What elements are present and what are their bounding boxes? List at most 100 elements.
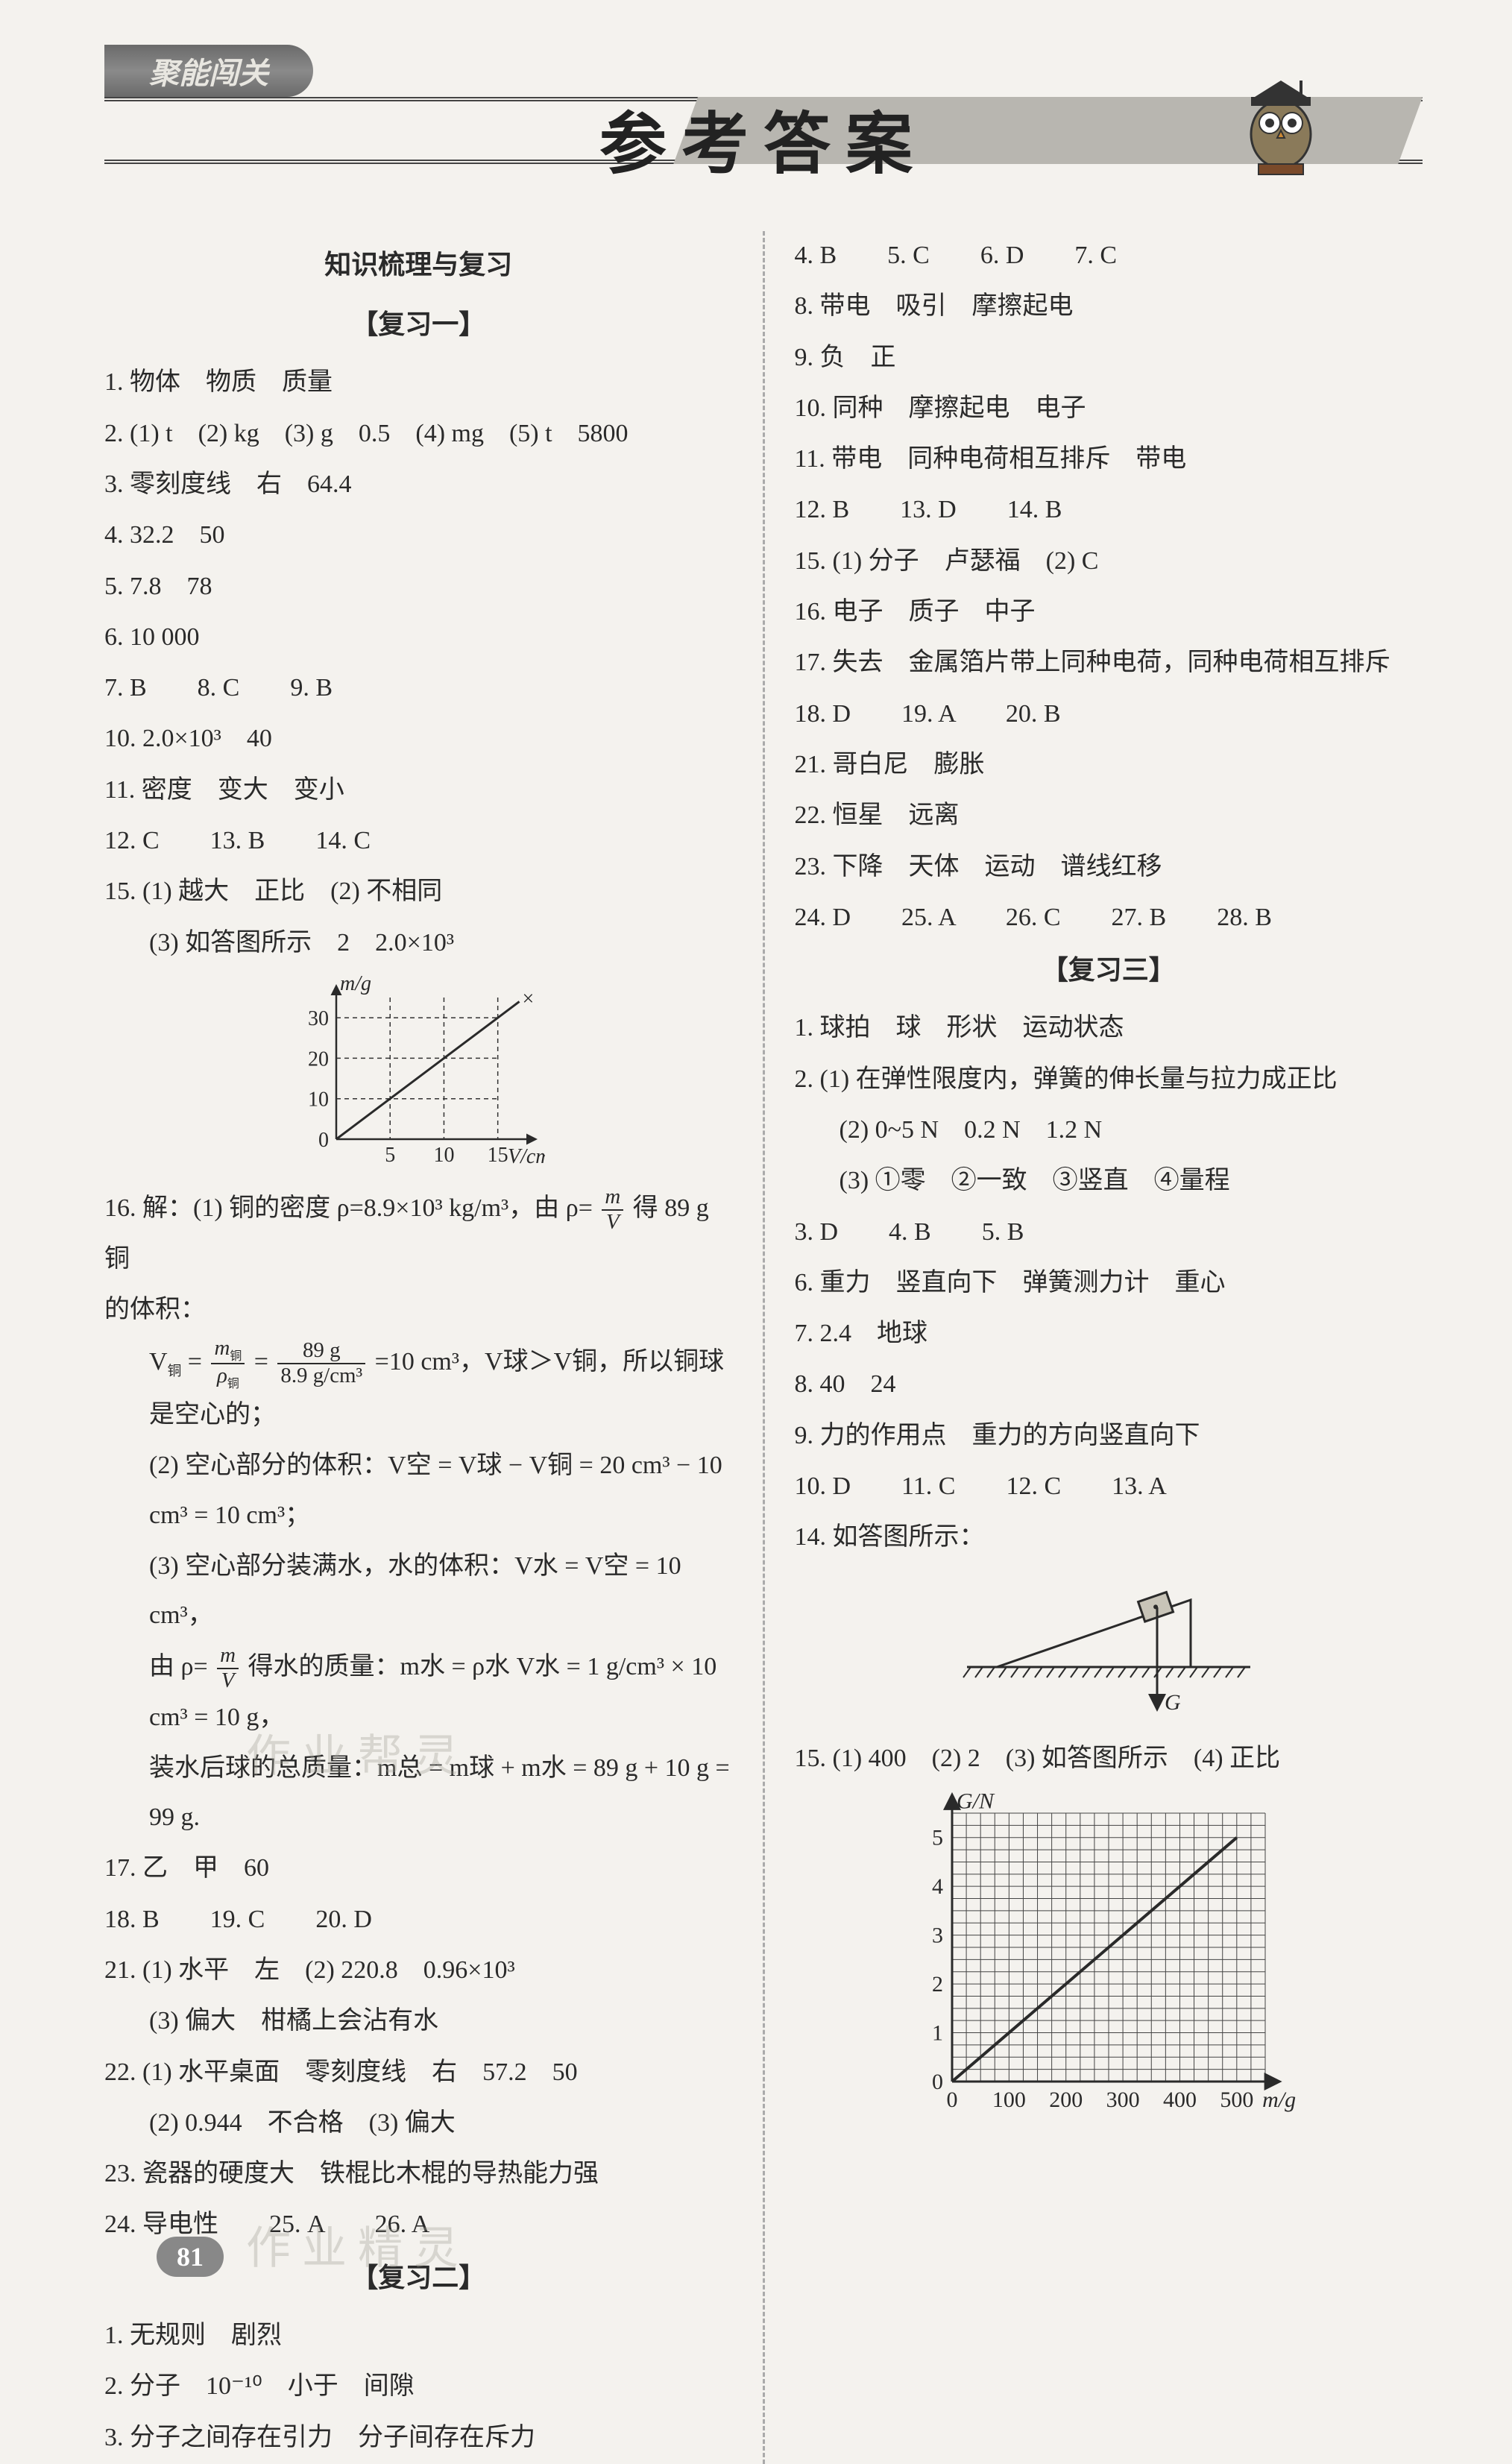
svg-text:10: 10 (434, 1144, 455, 1167)
page-title: 参考答案 (599, 89, 927, 186)
answer-item: 12. B 13. D 14. B (795, 485, 1423, 535)
answer-item: 14. 如答图所示： (795, 1513, 1423, 1562)
answer-item: 23. 下降 天体 运动 谱线红移 (795, 842, 1423, 892)
answer-item: 10. 2.0×10³ 40 (104, 714, 733, 763)
svg-text:G: G (1165, 1690, 1181, 1715)
answer-item: 18. D 19. A 20. B (795, 690, 1423, 739)
svg-text:500: 500 (1220, 2088, 1253, 2112)
q16-text: 16. 解：(1) 铜的密度 ρ=8.9×10³ kg/m³，由 ρ= (104, 1194, 593, 1222)
answer-item: 21. (1) 水平 左 (2) 220.8 0.96×10³ (104, 1946, 733, 1995)
answer-item: 7. 2.4 地球 (795, 1309, 1423, 1358)
answer-item: 1. 球拍 球 形状 运动状态 (795, 1003, 1423, 1053)
svg-text:G/N: G/N (957, 1791, 995, 1813)
answer-item: 4. 32.2 50 (104, 511, 733, 560)
answer-item: 6. 10 000 (104, 613, 733, 662)
answer-item: 10. D 11. C 12. C 13. A (795, 1462, 1423, 1511)
answer-item: 6. 重力 竖直向下 弹簧测力计 重心 (795, 1258, 1423, 1308)
answer-item: 由 ρ= mV 得水的质量：m水 = ρ水 V水 = 1 g/cm³ × 10 … (104, 1642, 733, 1742)
answer-item: 5. 7.8 78 (104, 562, 733, 611)
sub-title-1: 【复习一】 (104, 298, 733, 350)
answer-item: (3) 如答图所示 2 2.0×10³ (104, 919, 733, 968)
answer-item: 24. D 25. A 26. C 27. B 28. B (795, 893, 1423, 942)
svg-text:0: 0 (946, 2088, 957, 2112)
answer-item: 2. (1) t (2) kg (3) g 0.5 (4) mg (5) t 5… (104, 409, 733, 459)
svg-text:300: 300 (1106, 2088, 1139, 2112)
answer-item: 15. (1) 分子 卢瑟福 (2) C (795, 537, 1423, 586)
answer-item: 15. (1) 400 (2) 2 (3) 如答图所示 (4) 正比 (795, 1734, 1423, 1783)
header-banner: 聚能闯关 (104, 45, 313, 97)
content-columns: 知识梳理与复习 【复习一】 1. 物体 物质 质量 2. (1) t (2) k… (104, 231, 1423, 2464)
answer-item: 8. 40 24 (795, 1360, 1423, 1409)
svg-text:20: 20 (308, 1047, 329, 1071)
answer-item: 23. 瓷器的硬度大 铁棍比木棍的导热能力强 (104, 2149, 733, 2199)
svg-text:4: 4 (932, 1874, 943, 1899)
formula: V铜 = (149, 1348, 208, 1376)
section-title: 知识梳理与复习 (104, 239, 733, 291)
answer-item: 10. 同种 摩擦起电 电子 (795, 384, 1423, 433)
answer-item: 22. (1) 水平桌面 零刻度线 右 57.2 50 (104, 2048, 733, 2097)
answer-item: 21. 哥白尼 膨胀 (795, 740, 1423, 790)
answer-item: 7. B 8. C 9. B (104, 664, 733, 713)
svg-text:100: 100 (992, 2088, 1026, 2112)
answer-item: (2) 0.944 不合格 (3) 偏大 (104, 2099, 733, 2148)
answer-item: (3) ①零 ②一致 ③竖直 ④量程 (795, 1156, 1423, 1206)
svg-text:15: 15 (488, 1144, 508, 1167)
answer-item: 1. 物体 物质 质量 (104, 358, 733, 407)
answer-item: 9. 力的作用点 重力的方向竖直向下 (795, 1411, 1423, 1461)
svg-text:m/g: m/g (340, 975, 371, 995)
svg-text:200: 200 (1049, 2088, 1083, 2112)
svg-text:1: 1 (932, 2020, 943, 2045)
fraction: mV (217, 1644, 239, 1693)
svg-text:400: 400 (1163, 2088, 1197, 2112)
answer-item: 装水后球的总质量：m总 = m球 + m水 = 89 g + 10 g = 99… (104, 1744, 733, 1843)
chart-2: 0 100 200 300 400 500 0 1 2 3 4 5 G/N m/g (795, 1791, 1423, 2119)
left-column: 知识梳理与复习 【复习一】 1. 物体 物质 质量 2. (1) t (2) k… (104, 231, 733, 2464)
answer-item: 16. 解：(1) 铜的密度 ρ=8.9×10³ kg/m³，由 ρ= mV 得… (104, 1184, 733, 1284)
page-number: 81 (157, 2237, 224, 2277)
owl-mascot-icon (1229, 75, 1333, 183)
sub-title-3: 【复习三】 (795, 944, 1423, 996)
answer-item: (3) 偏大 柑橘上会沾有水 (104, 1997, 733, 2046)
answer-item: 2. (1) 在弹性限度内，弹簧的伸长量与拉力成正比 (795, 1055, 1423, 1104)
answer-item: 3. 分子之间存在引力 分子间存在斥力 (104, 2413, 733, 2463)
answer-item: 4. B 5. C 6. D 7. C (795, 231, 1423, 280)
svg-text:5: 5 (385, 1144, 395, 1167)
page-header: 聚能闯关 参考答案 (104, 45, 1423, 209)
answer-item: 2. 分子 10⁻¹⁰ 小于 间隙 (104, 2362, 733, 2411)
column-divider (763, 231, 765, 2464)
answer-item: 15. (1) 越大 正比 (2) 不相同 (104, 867, 733, 916)
answer-item: 16. 电子 质子 中子 (795, 587, 1423, 637)
fraction: mV (602, 1185, 623, 1235)
svg-text:2: 2 (932, 1972, 943, 1997)
answer-item: 的体积： (104, 1285, 733, 1335)
answer-item: 9. 负 正 (795, 333, 1423, 382)
svg-text:5: 5 (932, 1826, 943, 1850)
svg-text:3: 3 (932, 1923, 943, 1948)
answer-item: (2) 0~5 N 0.2 N 1.2 N (795, 1106, 1423, 1155)
answer-item: (3) 空心部分装满水，水的体积：V水 = V空 = 10 cm³， (104, 1542, 733, 1641)
svg-text:10: 10 (308, 1088, 329, 1112)
answer-item: 22. 恒星 远离 (795, 791, 1423, 840)
physics-diagram: G (795, 1570, 1423, 1719)
svg-text:m/g: m/g (1262, 2088, 1296, 2112)
svg-text:30: 30 (308, 1007, 329, 1030)
svg-text:0: 0 (932, 2070, 943, 2094)
answer-item: (2) 空心部分的体积：V空 = V球 − V铜 = 20 cm³ − 10 c… (104, 1441, 733, 1540)
answer-item: 11. 密度 变大 变小 (104, 766, 733, 815)
svg-text:0: 0 (318, 1129, 329, 1152)
answer-item: 18. B 19. C 20. D (104, 1895, 733, 1944)
answer-item: 8. 带电 吸引 摩擦起电 (795, 282, 1423, 331)
answer-item: V铜 = m铜ρ铜 = 89 g8.9 g/cm³ =10 cm³，V球＞V铜，… (104, 1337, 733, 1440)
fraction: 89 g8.9 g/cm³ (277, 1339, 365, 1388)
q16f-text: 由 ρ= (149, 1653, 208, 1680)
formula: = (254, 1348, 275, 1376)
answer-item: 11. 带电 同种电荷相互排斥 带电 (795, 435, 1423, 484)
answer-item: 3. 零刻度线 右 64.4 (104, 460, 733, 509)
answer-item: 1. 无规则 剧烈 (104, 2311, 733, 2360)
chart-1: ×m/gV/cm³510150102030 (104, 975, 733, 1169)
answer-item: 17. 失去 金属箔片带上同种电荷，同种电荷相互排斥 (795, 638, 1423, 687)
answer-item: 17. 乙 甲 60 (104, 1844, 733, 1893)
answer-item: 3. D 4. B 5. B (795, 1208, 1423, 1257)
answer-item: 12. C 13. B 14. C (104, 816, 733, 866)
svg-text:×: × (523, 987, 535, 1010)
